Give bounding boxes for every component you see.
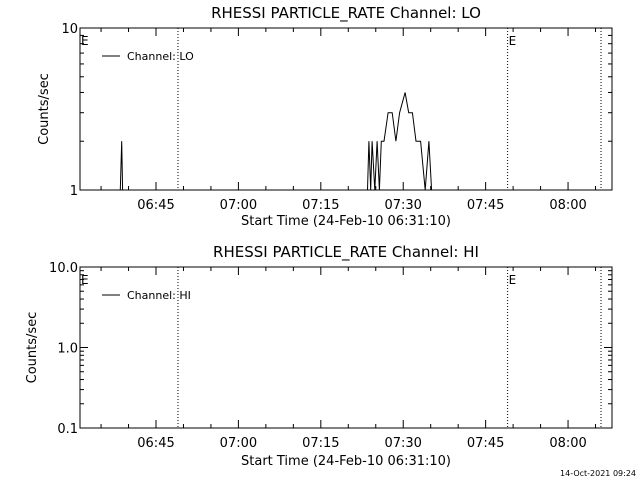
x-tick-label: 07:30 (384, 436, 421, 451)
x-tick-label: 06:45 (137, 198, 174, 213)
x-tick-label: 07:15 (302, 436, 339, 451)
y-tick-label: 1.0 (57, 342, 78, 357)
chart-title: RHESSI PARTICLE_RATE Channel: LO (211, 4, 481, 23)
lo-channel-panel: RHESSI PARTICLE_RATE Channel: LO 1 10 Count… (37, 4, 613, 229)
x-tick-label: 07:00 (220, 436, 257, 451)
x-tick-label: 07:45 (467, 198, 504, 213)
y-tick-label: 10.0 (49, 261, 78, 276)
y-tick-label: 1 (70, 184, 78, 199)
chart-title: RHESSI PARTICLE_RATE Channel: HI (213, 243, 479, 262)
x-tick-label: 07:15 (302, 198, 339, 213)
legend-label: Channel: LO (127, 50, 194, 63)
y-axis-label: Counts/sec (25, 312, 40, 384)
event-marker-label: E (509, 34, 517, 48)
x-tick-label: 06:45 (137, 436, 174, 451)
x-tick-label: 08:00 (549, 198, 586, 213)
x-tick-label: 07:30 (384, 198, 421, 213)
event-marker-label: E (509, 273, 517, 287)
y-tick-label: 10 (61, 22, 78, 37)
x-tick-label: 08:00 (549, 436, 586, 451)
event-marker-label: E (81, 34, 89, 48)
x-tick-label: 07:45 (467, 436, 504, 451)
x-axis-label: Start Time (24-Feb-10 06:31:10) (241, 454, 451, 469)
x-axis-label: Start Time (24-Feb-10 06:31:10) (241, 214, 451, 229)
y-tick-label: 0.1 (57, 422, 78, 437)
event-marker-label: E (81, 273, 89, 287)
hi-channel-panel: RHESSI PARTICLE_RATE Channel: HI 0.1 1.0 10… (25, 243, 613, 469)
y-axis-label: Counts/sec (37, 73, 52, 145)
x-tick-label: 07:00 (220, 198, 257, 213)
footer-timestamp: 14-Oct-2021 09:24 (560, 469, 636, 478)
series-line (119, 92, 433, 191)
legend-label: Channel: HI (127, 289, 191, 302)
